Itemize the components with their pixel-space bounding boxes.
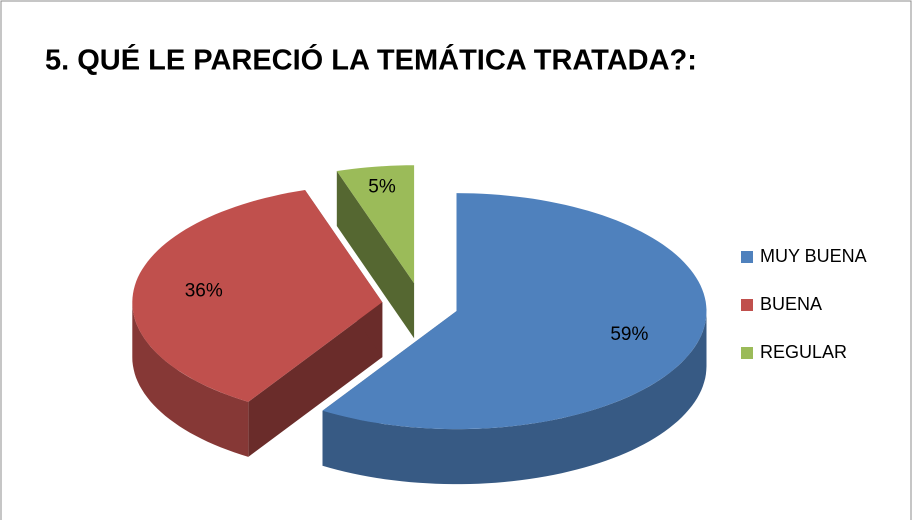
legend-label: MUY BUENA [760,246,867,266]
chart-title: 5. QUÉ LE PARECIÓ LA TEMÁTICA TRATADA?: [45,43,697,77]
slice-top [336,165,415,284]
legend-swatch [741,251,753,263]
slice-top [322,193,707,430]
slice [336,165,415,339]
legend-label: REGULAR [760,342,847,362]
slice-edge [336,171,415,339]
slice [322,193,707,485]
data-label: 59% [610,324,648,345]
slice [132,190,383,457]
data-label: 36% [185,281,223,302]
slice-top [132,190,383,402]
legend-swatch [741,347,753,359]
legend-swatch [741,299,753,311]
legend-label: BUENA [760,294,822,314]
data-label: 5% [368,177,396,198]
slice-side [322,311,707,485]
slice-edge [248,302,383,457]
slice-side [132,302,249,457]
